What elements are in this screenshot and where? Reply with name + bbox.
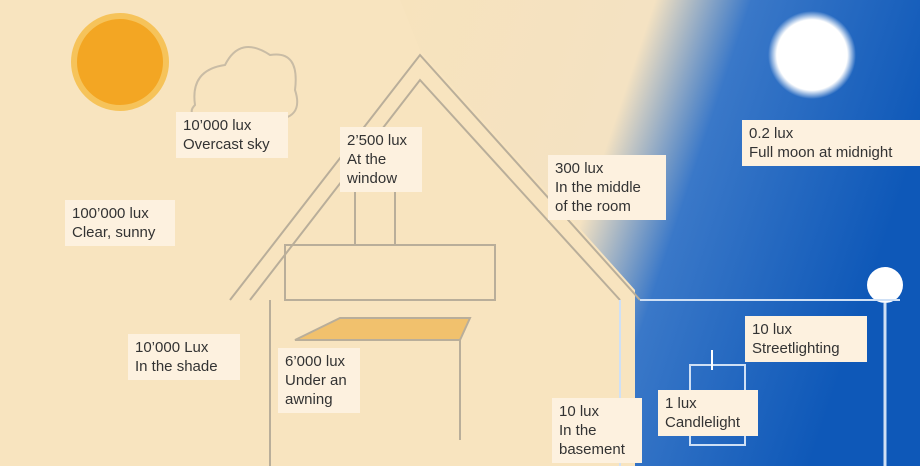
lux-description: Candlelight bbox=[665, 413, 751, 432]
lux-value: 6’000 lux bbox=[285, 352, 353, 371]
lux-value: 10 lux bbox=[559, 402, 635, 421]
lux-description: In the bbox=[559, 421, 635, 440]
lux-value: 10 lux bbox=[752, 320, 860, 339]
lux-description: Streetlighting bbox=[752, 339, 860, 358]
street-lamp bbox=[867, 267, 903, 303]
lux-description: awning bbox=[285, 390, 353, 409]
sun bbox=[74, 16, 166, 108]
illustration: 100’000 luxClear, sunny10’000 luxOvercas… bbox=[0, 0, 920, 466]
lux-description: window bbox=[347, 169, 415, 188]
lux-value: 10’000 lux bbox=[183, 116, 281, 135]
lux-value: 100’000 lux bbox=[72, 204, 168, 223]
lux-description: Under an bbox=[285, 371, 353, 390]
lux-value: 1 lux bbox=[665, 394, 751, 413]
lux-value: 0.2 lux bbox=[749, 124, 913, 143]
lux-description: In the shade bbox=[135, 357, 233, 376]
lux-description: basement bbox=[559, 440, 635, 459]
lux-value: 2’500 lux bbox=[347, 131, 415, 150]
lux-value: 300 lux bbox=[555, 159, 659, 178]
lux-description: Full moon at midnight bbox=[749, 143, 913, 162]
lux-description: In the middle bbox=[555, 178, 659, 197]
lux-description: Overcast sky bbox=[183, 135, 281, 154]
lux-description: At the bbox=[347, 150, 415, 169]
lux-description: of the room bbox=[555, 197, 659, 216]
lux-description: Clear, sunny bbox=[72, 223, 168, 242]
lux-value: 10’000 Lux bbox=[135, 338, 233, 357]
moon bbox=[768, 11, 856, 99]
